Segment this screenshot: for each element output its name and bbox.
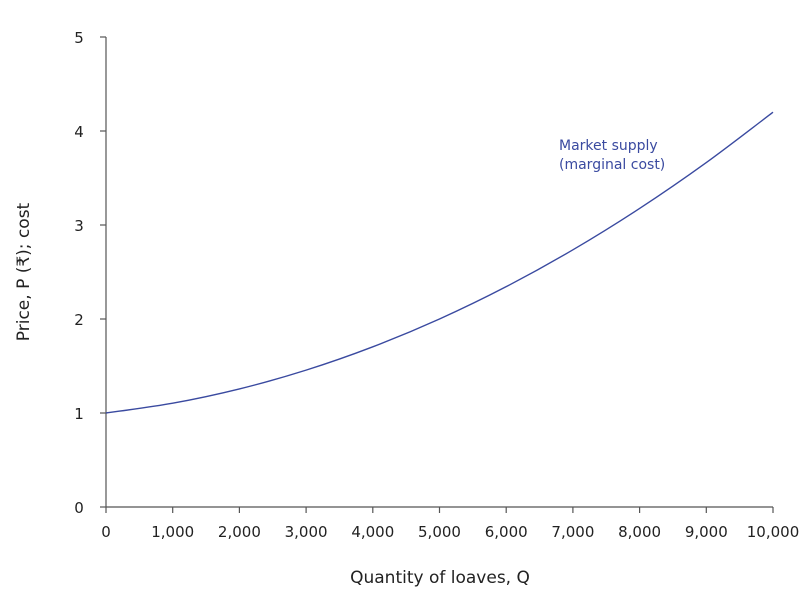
x-tick-label: 1,000 [151, 523, 194, 541]
y-tick-label: 4 [74, 123, 84, 141]
curve-annotation: Market supply (marginal cost) [559, 138, 665, 173]
y-tick-label: 0 [74, 499, 84, 517]
x-tick-label: 2,000 [218, 523, 261, 541]
y-tick-label: 3 [74, 217, 84, 235]
annotation-text: (marginal cost) [559, 157, 665, 173]
annotation-text: Market supply [559, 138, 658, 154]
y-tick-label: 5 [74, 29, 84, 47]
y-axis-label: Price, P (₹); cost [14, 202, 34, 341]
x-tick-label: 5,000 [418, 523, 461, 541]
x-tick-label: 4,000 [351, 523, 394, 541]
y-tick-label: 2 [74, 311, 84, 329]
axes: 0 1,000 2,000 3,000 4,000 5,000 6,000 7,000 8,00… [74, 29, 799, 541]
y-tick-label: 1 [74, 405, 84, 423]
x-tick-label: 7,000 [551, 523, 594, 541]
x-tick-label: 10,000 [747, 523, 800, 541]
supply-curve-line [105, 111, 774, 414]
x-tick-label: 6,000 [485, 523, 528, 541]
x-tick-label: 8,000 [618, 523, 661, 541]
x-axis-label: Quantity of loaves, Q [350, 568, 530, 588]
x-tick-label: 0 [101, 523, 111, 541]
supply-curve [105, 111, 774, 414]
x-tick-label: 9,000 [685, 523, 728, 541]
x-tick-label: 3,000 [285, 523, 328, 541]
